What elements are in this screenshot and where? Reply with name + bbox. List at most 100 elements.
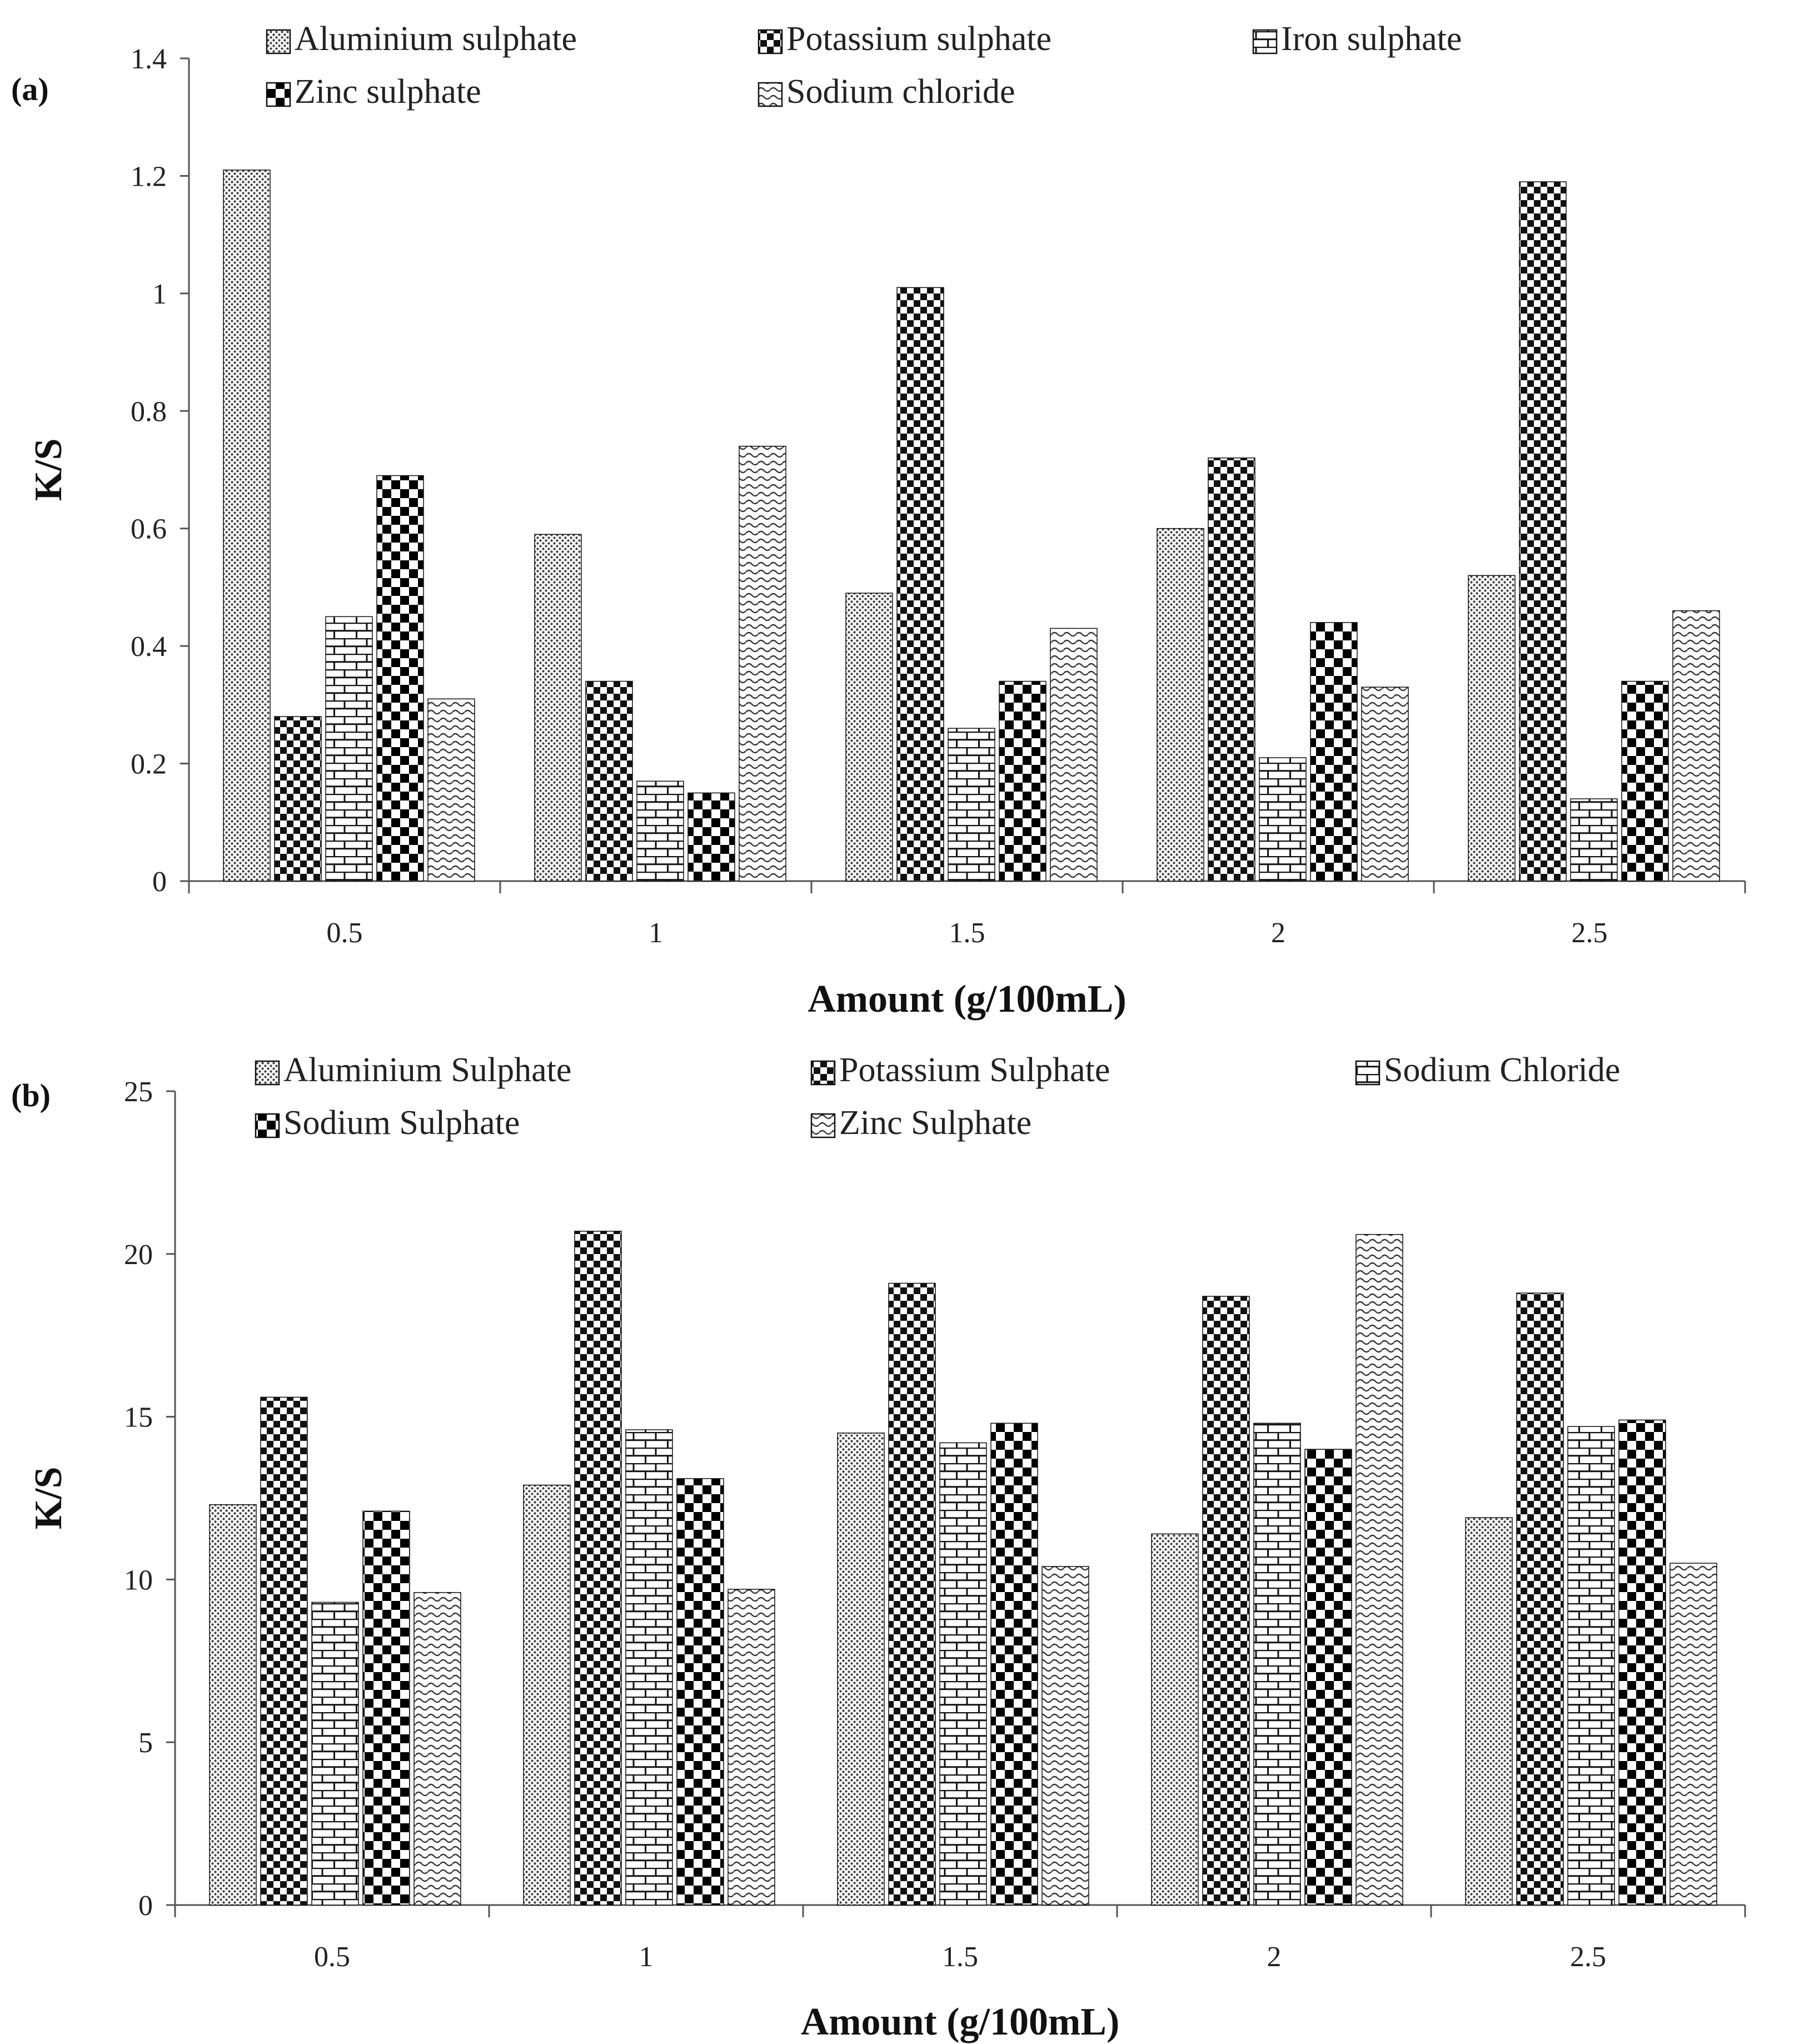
chart-a-x-tick-label: 2 [1271,917,1285,949]
chart-b-x-tick-label: 2.5 [1570,1941,1606,1973]
chart-a-x-tick-label: 1.5 [949,917,985,949]
chart-b-legend-swatch-sodium-chloride [1355,1060,1381,1086]
chart-a-bar-potassium-sulphate-1 [585,680,633,882]
chart-a-legend-swatch-sodium-chloride [758,82,783,107]
chart-b-bar-sodium-chloride-0.5 [311,1602,359,1906]
chart-b-x-tick-label: 1.5 [942,1941,978,1973]
chart-b-legend-label-sodium-chloride: Sodium Chloride [1384,1051,1620,1089]
chart-a-bar-zinc-sulphate-2.5 [1621,680,1669,882]
chart-a-legend-swatch-zinc-sulphate [266,82,291,107]
chart-a-legend-label-aluminium-sulphate: Aluminium sulphate [295,20,577,58]
chart-a-bar-iron-sulphate-0.5 [325,616,373,882]
chart-a-x-tick-label: 2.5 [1572,917,1608,949]
chart-a-bar-sodium-chloride-2 [1361,687,1409,882]
chart-b-x-tick-label: 0.5 [314,1941,350,1973]
chart-b-legend-swatch-zinc-sulphate [810,1113,836,1138]
chart-b-bar-sodium-chloride-1 [625,1429,673,1906]
chart-b-legend-label-potassium-sulphate: Potassium Sulphate [839,1051,1110,1089]
chart-b-legend-swatch-sodium-sulphate [255,1113,280,1138]
chart-b-bar-potassium-sulphate-1 [574,1231,622,1906]
chart-a-legend-swatch-potassium-sulphate [758,29,783,54]
chart-a-x-tick-label: 1 [649,917,663,949]
chart-b-bar-potassium-sulphate-2 [1202,1296,1250,1906]
chart-b-bar-aluminium-sulphate-1 [523,1484,571,1906]
chart-a-legend-label-zinc-sulphate: Zinc sulphate [295,73,481,111]
chart-b-bar-zinc-sulphate-2.5 [1670,1563,1717,1906]
chart-a-bar-zinc-sulphate-1.5 [999,680,1046,882]
chart-a-bar-zinc-sulphate-1 [687,792,735,882]
chart-a-x-axis-title: Amount (g/100mL) [808,978,1127,1021]
chart-a-bar-iron-sulphate-1 [636,780,684,882]
chart-a-bar-iron-sulphate-2 [1259,757,1307,882]
chart-b-y-tick-label: 20 [124,1239,153,1271]
chart-a-y-tick-label: 1.2 [131,161,167,192]
chart-b-legend-label-aluminium-sulphate: Aluminium Sulphate [283,1051,571,1089]
chart-a-legend-label-iron-sulphate: Iron sulphate [1281,20,1462,58]
chart-a-bar-sodium-chloride-1 [739,445,786,882]
chart-b-bar-zinc-sulphate-1.5 [1041,1566,1089,1906]
chart-b-bar-sodium-sulphate-0.5 [362,1510,410,1906]
chart-a-legend-swatch-iron-sulphate [1252,29,1278,54]
chart-b-panel-label: (b) [11,1077,51,1113]
chart-a-bar-iron-sulphate-2.5 [1570,798,1618,882]
panel-b: (b) 0 5 10 15 20 25 0.5 1 1.5 2 2.5 Aluminium Sulpha… [11,1051,1746,2043]
panel-a: (a) 0 0.2 0.4 0.6 0.8 1 1.2 1.4 0.5 1 1.5 2 2.5 Alumin… [11,20,1746,1021]
chart-b-legend-swatch-potassium-sulphate [810,1060,836,1086]
chart-b-x-tick-label: 1 [639,1941,654,1973]
chart-b-bar-aluminium-sulphate-2.5 [1465,1517,1513,1906]
chart-b-bar-zinc-sulphate-2 [1356,1234,1403,1906]
chart-a-bar-iron-sulphate-1.5 [948,728,995,882]
chart-a-y-tick-label: 1 [152,278,167,310]
chart-a-legend-label-sodium-chloride: Sodium chloride [786,73,1015,111]
chart-b-y-axis-title: K/S [27,1467,70,1530]
chart-b-bar-potassium-sulphate-2.5 [1516,1292,1564,1906]
chart-a-y-tick-label: 0.2 [131,749,167,780]
chart-a-bar-aluminium-sulphate-1 [534,534,582,882]
chart-b-bar-sodium-sulphate-2.5 [1618,1419,1666,1906]
chart-b-bar-sodium-sulphate-1.5 [990,1423,1038,1906]
chart-a-panel-label: (a) [11,71,49,107]
chart-a-bar-aluminium-sulphate-1.5 [845,593,893,882]
chart-b-bar-zinc-sulphate-1 [727,1589,775,1906]
chart-a-y-tick-label: 0.4 [131,631,167,663]
chart-a-bar-potassium-sulphate-1.5 [896,287,944,882]
chart-b-legend-label-sodium-sulphate: Sodium Sulphate [283,1104,520,1142]
chart-b-y-tick-label: 0 [138,1890,153,1922]
chart-b-bar-aluminium-sulphate-0.5 [209,1504,257,1906]
chart-b-bar-sodium-sulphate-2 [1304,1449,1352,1906]
chart-a-y-tick-label: 0.6 [131,514,167,545]
chart-a-bar-sodium-chloride-2.5 [1672,610,1720,882]
chart-b-bar-sodium-chloride-1.5 [939,1442,987,1906]
chart-a-bar-potassium-sulphate-0.5 [274,716,322,882]
chart-b-bar-sodium-chloride-2 [1253,1423,1301,1906]
chart-b-y-tick-label: 5 [138,1727,153,1759]
chart-b-bar-sodium-sulphate-1 [676,1478,724,1906]
chart-a-bar-potassium-sulphate-2 [1208,457,1255,882]
chart-b-legend-swatch-aluminium-sulphate [255,1060,280,1086]
chart-a-bar-zinc-sulphate-0.5 [376,475,424,882]
chart-b-bar-aluminium-sulphate-2 [1151,1533,1199,1906]
chart-a-bar-aluminium-sulphate-2.5 [1468,575,1516,882]
chart-a-y-axis-title: K/S [27,439,70,501]
chart-a-y-tick-label: 0 [152,866,167,898]
chart-b-bar-sodium-chloride-2.5 [1567,1426,1615,1906]
chart-b-y-tick-label: 10 [124,1564,153,1596]
chart-b-x-tick-label: 2 [1267,1941,1282,1973]
chart-a-y-tick-label: 1.4 [131,43,167,75]
chart-a-bar-potassium-sulphate-2.5 [1519,181,1567,882]
chart-a-x-tick-label: 0.5 [327,917,363,949]
chart-b-y-tick-label: 25 [124,1076,153,1108]
chart-a-bar-zinc-sulphate-2 [1310,622,1358,882]
chart-b-bar-zinc-sulphate-0.5 [413,1592,461,1906]
chart-a-bar-sodium-chloride-1.5 [1050,628,1098,882]
chart-a-bar-aluminium-sulphate-2 [1157,528,1204,882]
chart-b-bar-aluminium-sulphate-1.5 [837,1433,885,1906]
chart-b-bar-potassium-sulphate-0.5 [260,1396,308,1906]
chart-a-bar-aluminium-sulphate-0.5 [223,170,271,882]
chart-b-x-axis-title: Amount (g/100mL) [801,2001,1120,2043]
chart-a-y-tick-label: 0.8 [131,396,167,427]
chart-b-legend-label-zinc-sulphate: Zinc Sulphate [839,1104,1031,1142]
chart-a-legend-label-potassium-sulphate: Potassium sulphate [786,20,1051,58]
chart-b-bar-potassium-sulphate-1.5 [888,1282,936,1906]
